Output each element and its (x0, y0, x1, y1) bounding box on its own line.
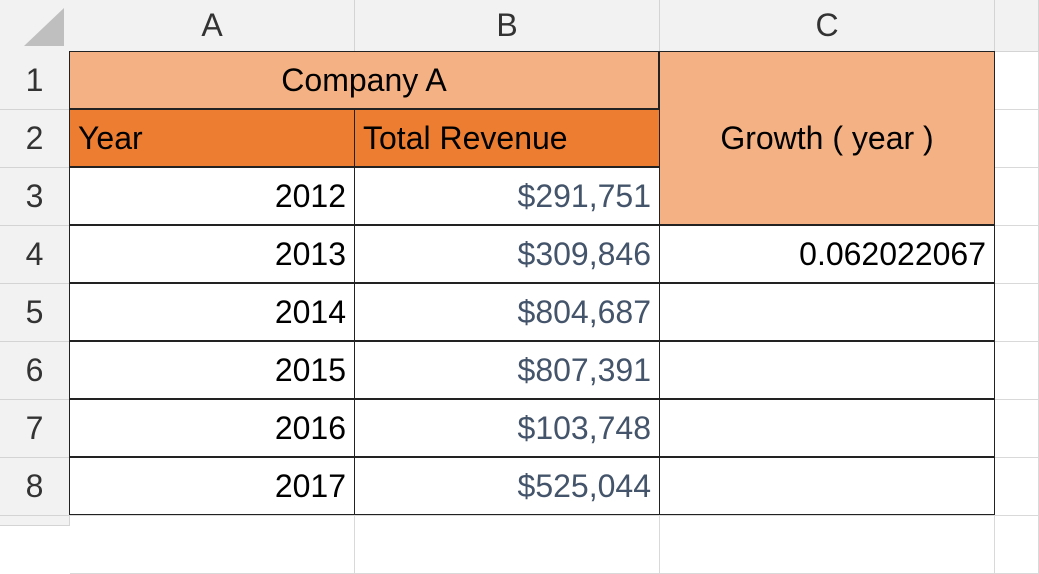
row-header[interactable]: 1 (0, 52, 70, 110)
row-header[interactable]: 4 (0, 226, 70, 284)
grid-cell[interactable] (995, 458, 1039, 516)
year-cell[interactable]: 2014 (69, 283, 355, 341)
column-header[interactable]: A (70, 0, 355, 52)
row-header[interactable]: 6 (0, 342, 70, 400)
growth-cell[interactable] (659, 457, 995, 515)
year-cell[interactable]: 2015 (69, 341, 355, 399)
growth-cell[interactable] (659, 341, 995, 399)
grid-cell[interactable] (995, 52, 1039, 110)
grid-cell[interactable] (995, 400, 1039, 458)
row-header[interactable]: 3 (0, 168, 70, 226)
row-header[interactable]: 2 (0, 110, 70, 168)
growth-cell[interactable] (659, 399, 995, 457)
row-header[interactable]: 5 (0, 284, 70, 342)
select-all[interactable] (0, 0, 70, 52)
row-header[interactable]: 7 (0, 400, 70, 458)
grid-cell[interactable] (995, 226, 1039, 284)
revenue-cell[interactable]: $804,687 (354, 283, 660, 341)
header-cell[interactable]: Total Revenue (354, 109, 660, 167)
grid-cell[interactable] (995, 342, 1039, 400)
grid-cell[interactable] (995, 168, 1039, 226)
grid-cell[interactable] (660, 516, 995, 574)
growth-cell[interactable] (659, 283, 995, 341)
grid-cell[interactable] (70, 516, 355, 574)
year-cell[interactable]: 2012 (69, 167, 355, 225)
revenue-cell[interactable]: $807,391 (354, 341, 660, 399)
grid-cell[interactable] (995, 284, 1039, 342)
year-cell[interactable]: 2013 (69, 225, 355, 283)
grid-cell[interactable] (995, 516, 1039, 574)
year-cell[interactable]: 2016 (69, 399, 355, 457)
growth-cell[interactable]: 0.062022067 (659, 225, 995, 283)
header-cell[interactable]: Growth ( year ) (659, 51, 995, 225)
grid-cell[interactable] (355, 516, 660, 574)
column-header[interactable]: C (660, 0, 995, 52)
grid-cell[interactable] (995, 110, 1039, 168)
revenue-cell[interactable]: $525,044 (354, 457, 660, 515)
year-cell[interactable]: 2017 (69, 457, 355, 515)
header-cell[interactable]: Year (69, 109, 355, 167)
row-header[interactable] (0, 516, 70, 526)
row-header[interactable]: 8 (0, 458, 70, 516)
column-header[interactable] (995, 0, 1039, 52)
revenue-cell[interactable]: $291,751 (354, 167, 660, 225)
revenue-cell[interactable]: $309,846 (354, 225, 660, 283)
column-header[interactable]: B (355, 0, 660, 52)
table-title[interactable]: Company A (69, 51, 659, 109)
revenue-cell[interactable]: $103,748 (354, 399, 660, 457)
